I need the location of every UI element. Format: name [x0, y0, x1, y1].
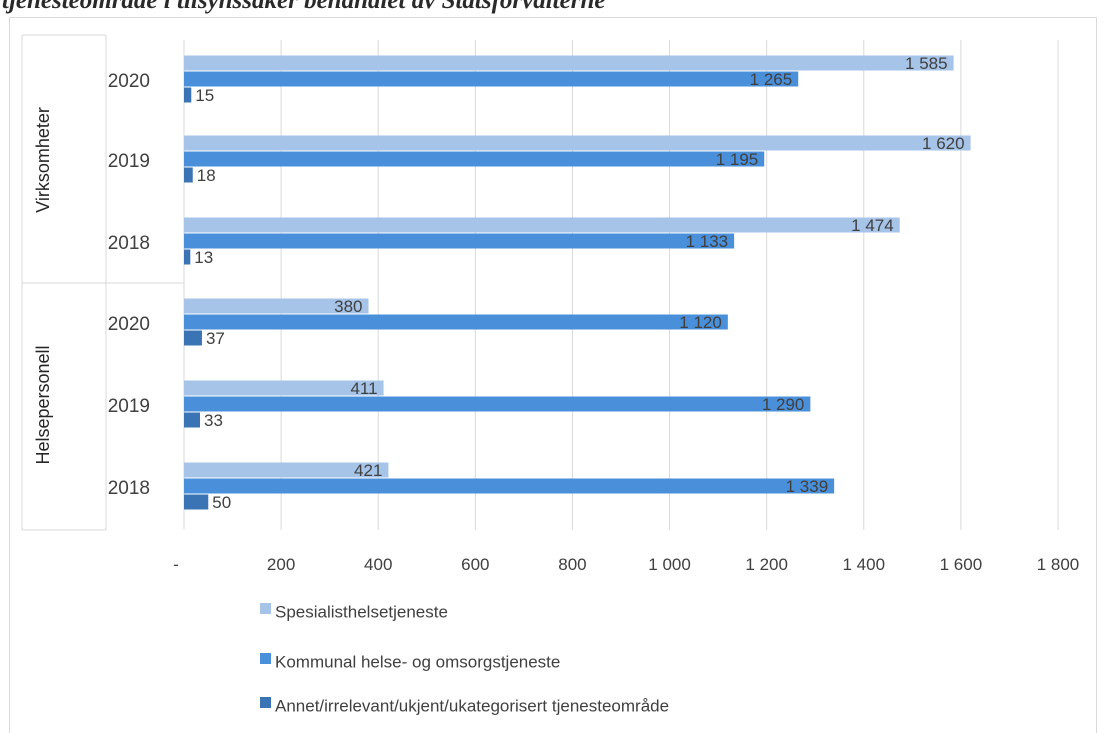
- axis-layer: - 200 400 600 800 1 000 1 200 1 400 1 600 1 800 Vi…: [21, 34, 1080, 574]
- bar: [184, 412, 201, 428]
- data-label: 37: [206, 329, 225, 348]
- x-tick-label: 600: [461, 555, 489, 574]
- bar: [184, 380, 384, 396]
- x-tick-label: 400: [364, 555, 392, 574]
- bar: [184, 249, 191, 265]
- x-tick-label: 1 800: [1037, 555, 1080, 574]
- category-label: 2019: [108, 396, 150, 417]
- category-label: 2020: [108, 314, 150, 335]
- bar: [184, 55, 954, 71]
- bar: [184, 71, 799, 87]
- bar: [184, 151, 765, 167]
- x-tick-label: -: [173, 555, 179, 574]
- data-label: 1 620: [922, 134, 965, 153]
- data-label: 1 290: [762, 395, 805, 414]
- data-label: 33: [204, 411, 223, 430]
- bar: [184, 298, 369, 314]
- bar: [184, 87, 192, 103]
- legend-entry: Annet/irrelevant/ukjent/ukategorisert tj…: [275, 696, 669, 715]
- data-label: 1 339: [786, 477, 829, 496]
- x-tick-label: 800: [558, 555, 586, 574]
- data-label: 380: [334, 297, 362, 316]
- data-label: 411: [350, 379, 377, 398]
- bar: [184, 135, 971, 151]
- legend-swatch: [260, 653, 271, 664]
- chart-frame: [9, 17, 1097, 733]
- bar: [184, 478, 835, 494]
- bars-layer: [184, 55, 971, 510]
- data-label: 50: [212, 493, 231, 512]
- data-label: 1 120: [679, 313, 722, 332]
- legend: Spesialisthelsetjeneste Kommunal helse- o…: [260, 602, 669, 715]
- data-label: 1 585: [905, 54, 948, 73]
- data-label: 421: [354, 461, 382, 480]
- legend-swatch: [260, 603, 271, 614]
- bar: [184, 233, 735, 249]
- category-label: 2018: [108, 233, 150, 254]
- x-tick-label: 1 200: [745, 555, 788, 574]
- bar: [184, 330, 202, 346]
- category-label: 2018: [108, 478, 150, 499]
- bar: [184, 314, 728, 330]
- legend-entry: Spesialisthelsetjeneste: [275, 602, 448, 621]
- data-label: 1 133: [686, 232, 729, 251]
- bar: [184, 494, 209, 510]
- legend-entry: Kommunal helse- og omsorgstjeneste: [275, 652, 560, 671]
- group-label: Helsepersonell: [33, 345, 53, 464]
- bar: [184, 167, 193, 183]
- legend-swatch: [260, 697, 271, 708]
- data-label: 18: [197, 166, 216, 185]
- data-label: 15: [195, 86, 214, 105]
- category-label: 2020: [108, 71, 150, 92]
- data-label: 13: [194, 248, 213, 267]
- category-label: 2019: [108, 151, 150, 172]
- x-tick-label: 1 400: [843, 555, 886, 574]
- bar: [184, 462, 389, 478]
- data-labels-layer: 1 585 1 620 1 474 380 411 421 1 265 1 195 1 133 1…: [194, 54, 964, 512]
- grid-layer: [183, 40, 1059, 530]
- data-label: 1 474: [851, 216, 894, 235]
- x-tick-label: 200: [267, 555, 295, 574]
- group-label: Virksomheter: [33, 107, 53, 213]
- x-tick-label: 1 000: [648, 555, 691, 574]
- page-title: tjenesteområde i tilsynssaker behandlet …: [2, 0, 606, 14]
- x-tick-label: 1 600: [940, 555, 983, 574]
- data-label: 1 195: [716, 150, 759, 169]
- data-label: 1 265: [750, 70, 793, 89]
- bar: [184, 217, 900, 233]
- bar: [184, 396, 811, 412]
